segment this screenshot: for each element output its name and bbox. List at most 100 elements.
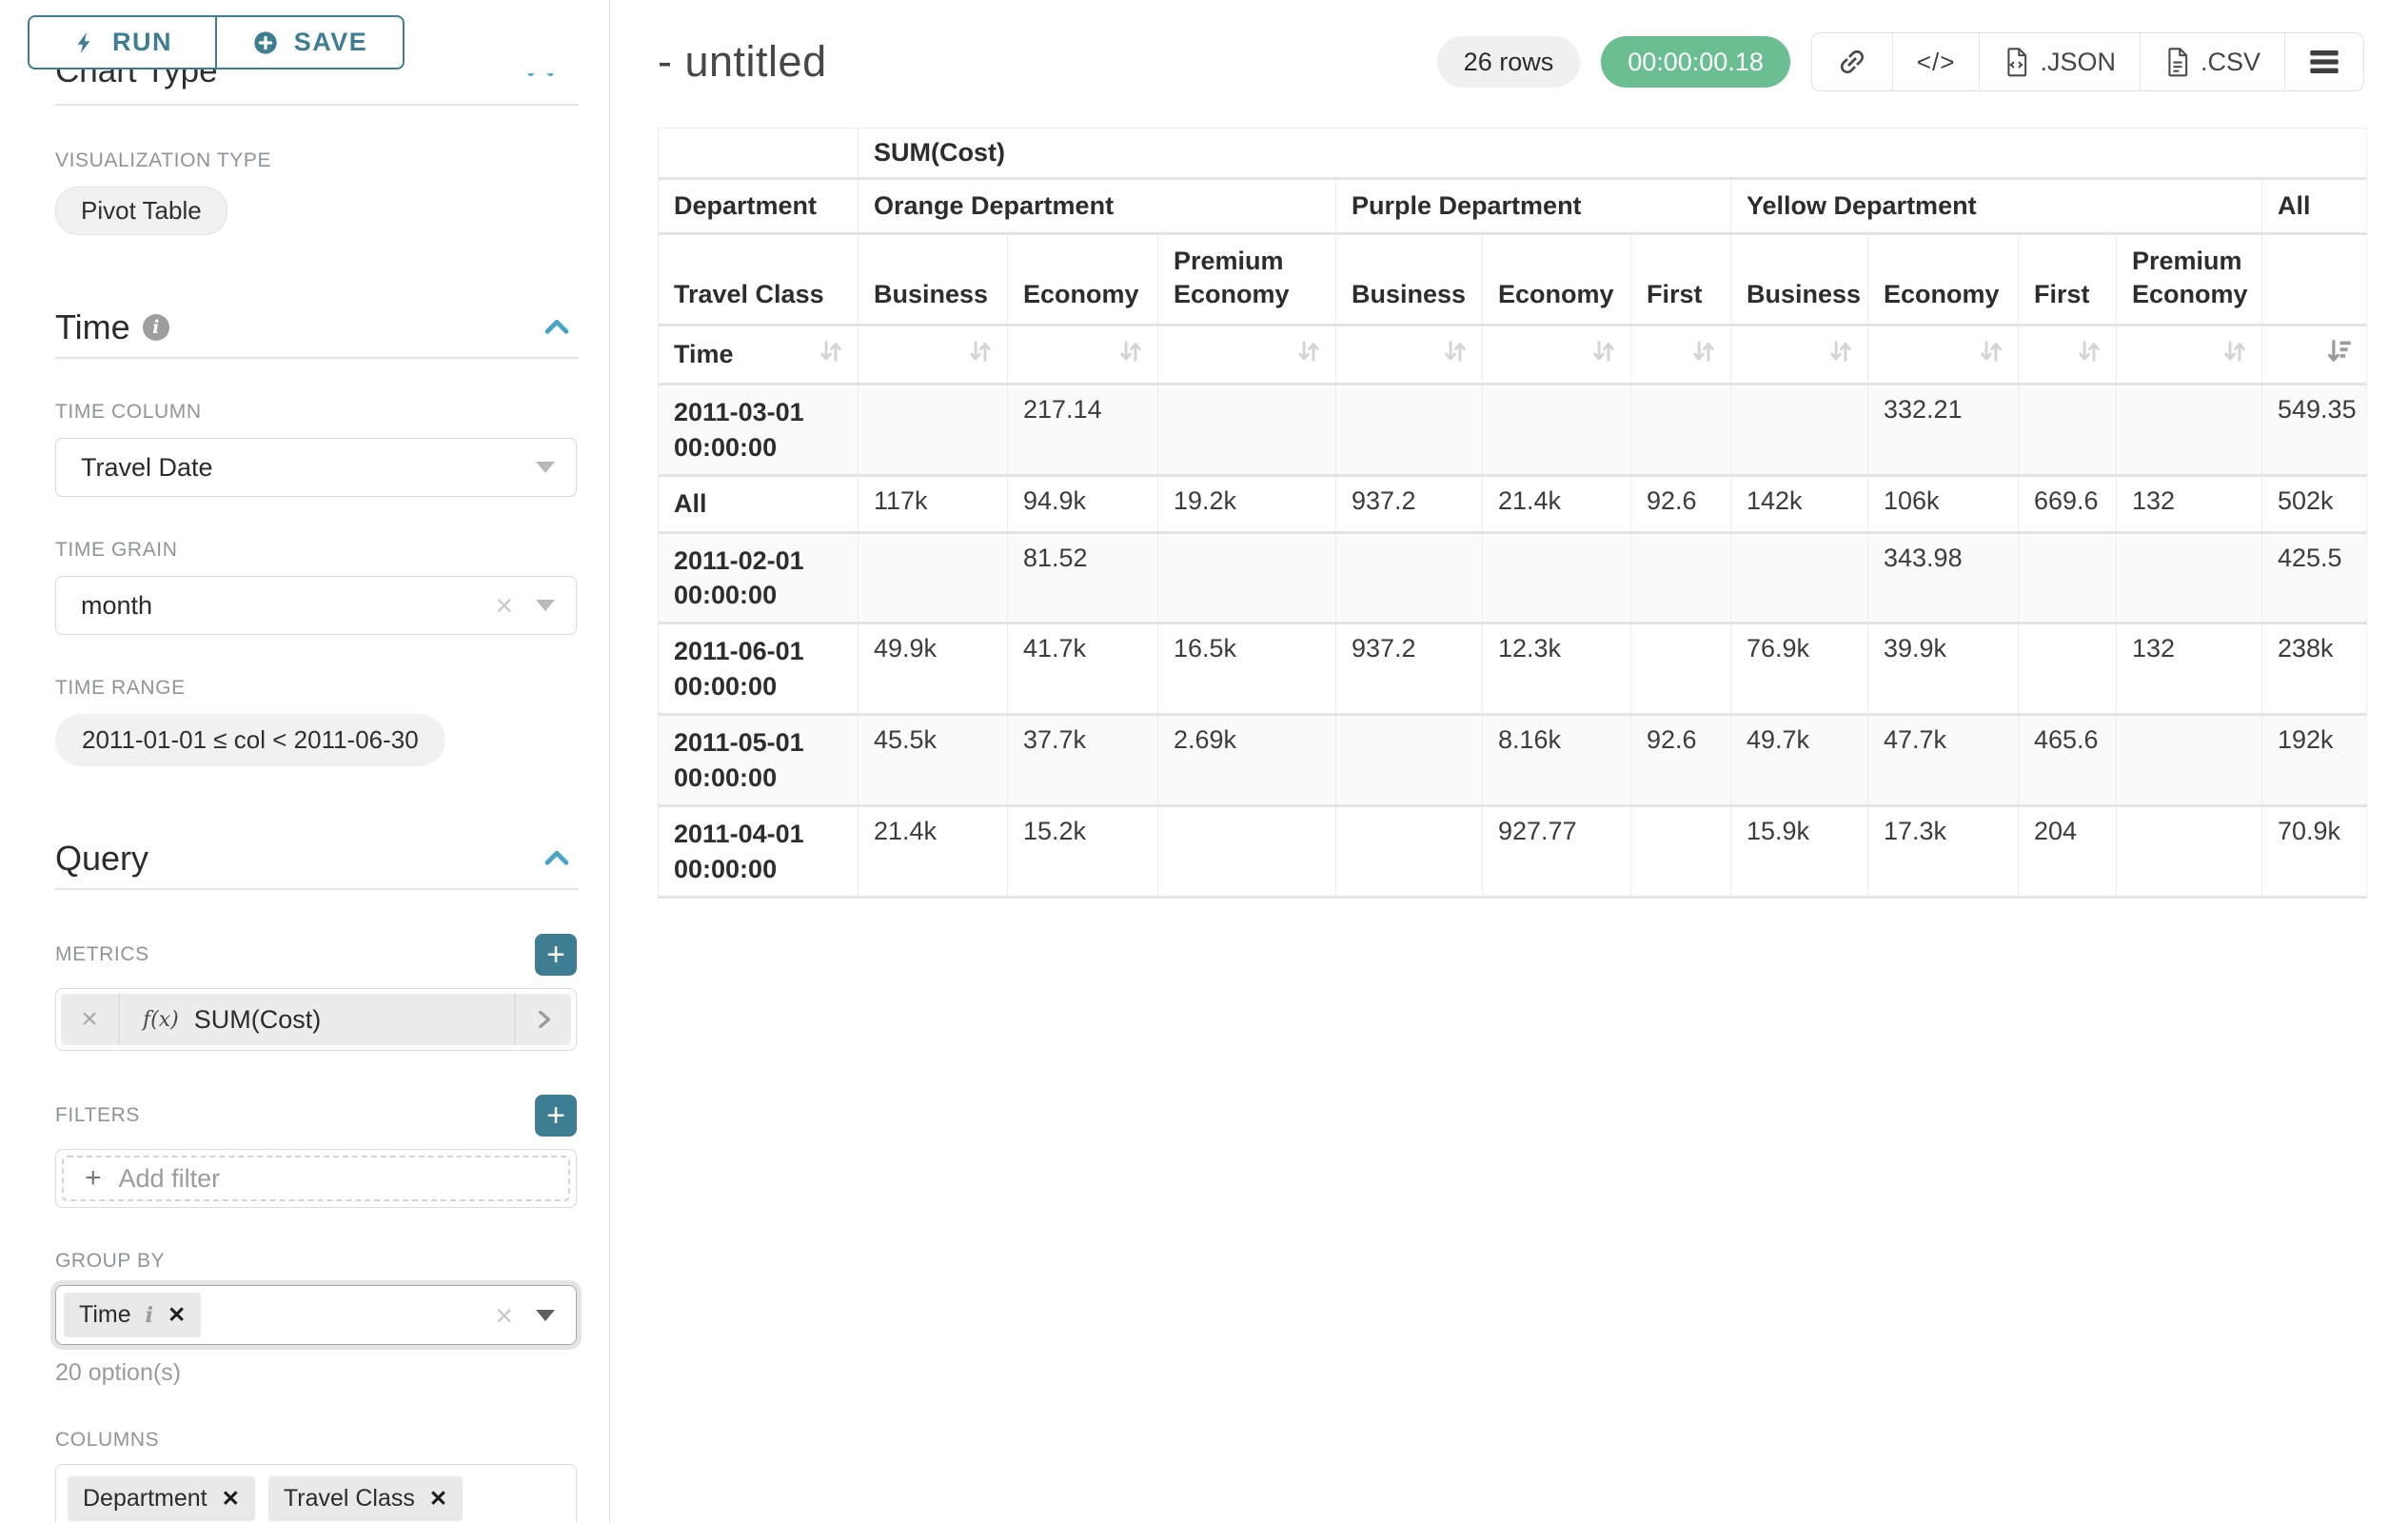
sort-header-cell[interactable]: [2260, 325, 2368, 386]
remove-tag-icon[interactable]: ✕: [168, 1302, 187, 1327]
sort-icon[interactable]: [1589, 336, 1619, 373]
hamburger-icon: [2309, 48, 2339, 76]
sort-icon[interactable]: [1976, 336, 2006, 373]
sort-desc-icon[interactable]: [2324, 336, 2355, 373]
pivot-cell: [1157, 384, 1336, 478]
pivot-row-header: 2011-06-01 00:00:00: [658, 623, 859, 717]
remove-metric-icon[interactable]: ×: [61, 994, 120, 1045]
pivot-cell: 343.98: [1867, 531, 2019, 625]
sort-icon[interactable]: [1688, 336, 1719, 373]
chevron-right-icon[interactable]: [514, 994, 571, 1045]
add-filter-dropzone[interactable]: + Add filter: [62, 1156, 570, 1201]
add-metric-button[interactable]: +: [535, 934, 577, 976]
columns-tag: Department ✕: [68, 1476, 255, 1521]
sort-header-cell[interactable]: [2116, 325, 2262, 386]
visualization-type-pill[interactable]: Pivot Table: [55, 187, 227, 235]
remove-tag-icon[interactable]: ✕: [428, 1486, 448, 1511]
caret-down-icon[interactable]: [536, 1309, 555, 1321]
remove-tag-icon[interactable]: ✕: [221, 1486, 240, 1511]
sort-icon[interactable]: [2074, 336, 2104, 373]
sort-header-cell[interactable]: [1867, 325, 2019, 386]
pivot-cell: [2116, 531, 2262, 625]
run-button-label: RUN: [112, 28, 172, 56]
pivot-cell: 21.4k: [1482, 475, 1631, 534]
columns-select[interactable]: Department ✕ Travel Class ✕ ×: [55, 1464, 577, 1523]
clear-icon[interactable]: ×: [495, 1518, 513, 1523]
clear-icon[interactable]: ×: [495, 1297, 513, 1333]
menu-button[interactable]: [2284, 33, 2363, 90]
metrics-label-row: METRICS +: [55, 934, 577, 976]
pivot-row-header: All: [658, 475, 859, 534]
chevron-up-icon[interactable]: [541, 311, 573, 344]
sort-header-cell[interactable]: [1730, 325, 1868, 386]
chevron-up-icon[interactable]: [541, 842, 573, 875]
pivot-cell: [2018, 623, 2117, 717]
pivot-cell: 192k: [2260, 714, 2368, 808]
pivot-cell: 2.69k: [1157, 714, 1336, 808]
export-json-button[interactable]: .JSON: [1979, 33, 2140, 90]
pivot-col-header: [2260, 232, 2368, 327]
pivot-col-header: First: [2018, 232, 2117, 327]
pivot-cell: 17.3k: [1867, 805, 2019, 899]
sort-icon[interactable]: [1115, 336, 1146, 373]
add-filter-button[interactable]: +: [535, 1095, 577, 1137]
pivot-cell: [1157, 805, 1336, 899]
group-by-options-hint: 20 option(s): [55, 1359, 182, 1386]
sort-header-cell[interactable]: [1335, 325, 1483, 386]
pivot-col-header: Business: [1335, 232, 1483, 327]
sort-icon[interactable]: [816, 336, 846, 373]
sort-header-cell[interactable]: [1157, 325, 1336, 386]
time-grain-select[interactable]: month ×: [55, 576, 577, 635]
time-range-pill[interactable]: 2011-01-01 ≤ col < 2011-06-30: [55, 714, 445, 766]
pivot-cell: 937.2: [1335, 475, 1483, 534]
save-button[interactable]: SAVE: [216, 15, 405, 69]
time-grain-group: TIME GRAIN month ×: [55, 539, 577, 635]
metric-pill[interactable]: × f(x) SUM(Cost): [61, 994, 571, 1045]
time-column-select[interactable]: Travel Date: [55, 438, 577, 497]
pivot-cell: 81.52: [1007, 531, 1158, 625]
copy-link-button[interactable]: [1811, 33, 1892, 90]
pivot-cell: 8.16k: [1482, 714, 1631, 808]
pivot-col-header: Business: [1730, 232, 1868, 327]
table-row: 2011-06-01 00:00:00 49.9k 41.7k 16.5k 937.2 1…: [658, 623, 2368, 717]
chevron-up-icon[interactable]: [523, 73, 565, 85]
pivot-col-header: First: [1630, 232, 1731, 327]
run-button[interactable]: RUN: [28, 15, 216, 69]
pivot-dimension-label: Travel Class: [658, 232, 859, 327]
sort-header-cell[interactable]: [2018, 325, 2117, 386]
sort-icon[interactable]: [2220, 336, 2250, 373]
pivot-cell: [2018, 384, 2117, 478]
pivot-col-header: Economy: [1007, 232, 1158, 327]
clear-icon[interactable]: ×: [495, 588, 513, 623]
pivot-cell: 94.9k: [1007, 475, 1158, 534]
run-save-button-group: RUN SAVE: [28, 15, 609, 69]
pivot-cell: [1730, 531, 1868, 625]
row-count-badge: 26 rows: [1436, 36, 1581, 88]
table-row: 2011-04-01 00:00:00 21.4k 15.2k 927.77 15.9k…: [658, 805, 2368, 899]
columns-tag-label: Travel Class: [283, 1485, 415, 1512]
pivot-cell: 132: [2116, 475, 2262, 534]
pivot-cell: 21.4k: [858, 805, 1008, 899]
view-query-button[interactable]: </>: [1891, 33, 1980, 90]
export-csv-button[interactable]: .CSV: [2139, 33, 2284, 90]
sort-header-cell[interactable]: [858, 325, 1008, 386]
pivot-cell: [1482, 384, 1631, 478]
sort-icon[interactable]: [965, 336, 996, 373]
sort-header-cell[interactable]: [1482, 325, 1631, 386]
pivot-col-header: Premium Economy: [2116, 232, 2262, 327]
filters-container: + Add filter: [55, 1149, 577, 1208]
sort-header-cell[interactable]: [1007, 325, 1158, 386]
pivot-col-header: Business: [858, 232, 1008, 327]
sort-icon[interactable]: [1440, 336, 1470, 373]
sort-header-cell[interactable]: [1630, 325, 1731, 386]
query-section-header: Query: [55, 839, 577, 879]
sort-icon[interactable]: [1826, 336, 1856, 373]
time-section-heading: Time: [55, 307, 130, 346]
sort-icon[interactable]: [1293, 336, 1324, 373]
group-by-label: GROUP BY: [55, 1250, 166, 1272]
lightning-icon: [72, 30, 97, 55]
sort-header-cell[interactable]: Time: [658, 325, 859, 386]
group-by-tag: Time i ✕: [64, 1293, 202, 1337]
pivot-cell: [1482, 531, 1631, 625]
group-by-select[interactable]: Time i ✕ ×: [55, 1285, 577, 1345]
